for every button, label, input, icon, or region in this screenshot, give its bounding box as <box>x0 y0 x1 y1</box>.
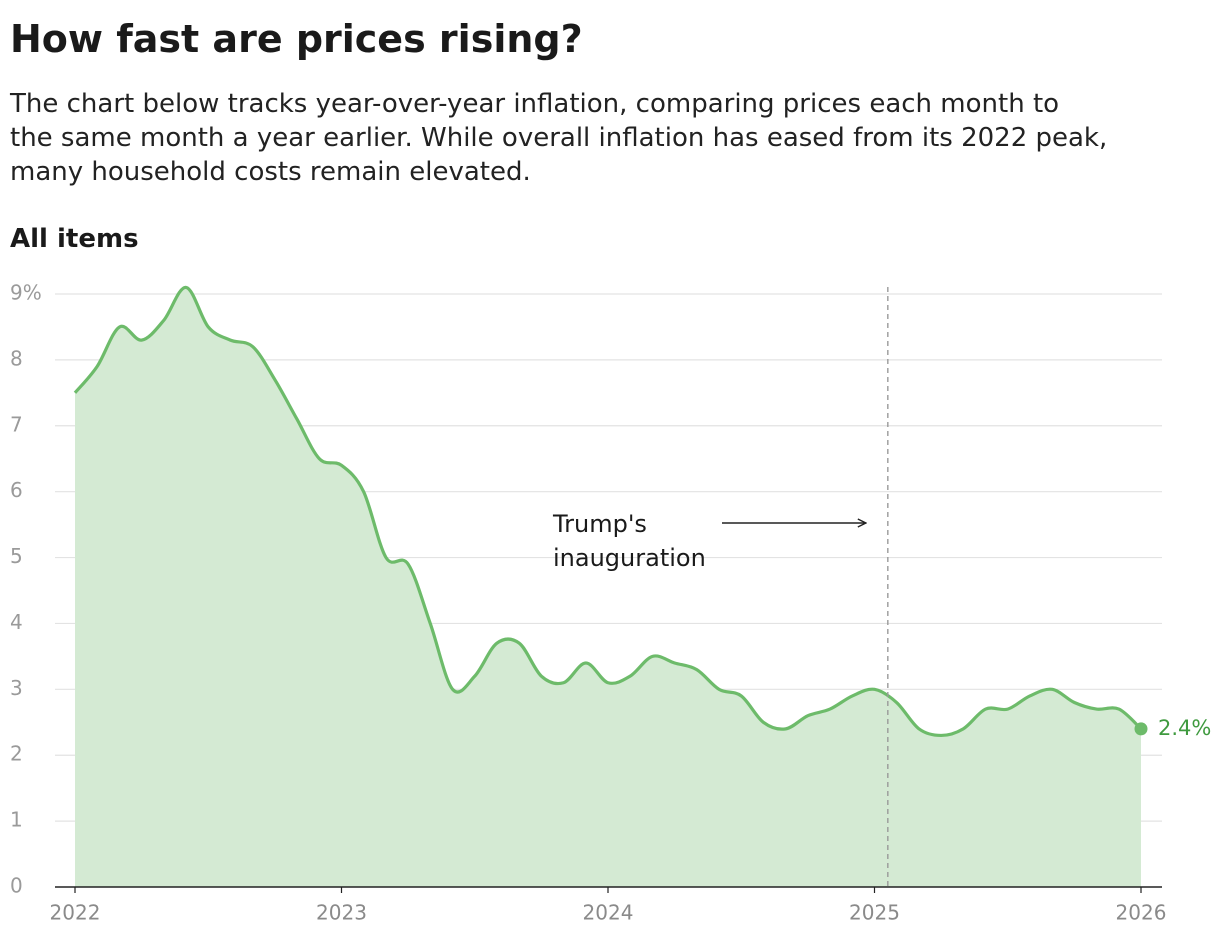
chart-heading: All items <box>10 224 139 254</box>
y-tick-label: 7 <box>10 412 23 436</box>
y-tick-label: 4 <box>10 610 23 634</box>
x-tick-label: 2024 <box>583 901 634 925</box>
y-tick-label: 2 <box>10 742 23 766</box>
y-tick-label: 9% <box>10 281 42 305</box>
x-tick-label: 2023 <box>316 901 367 925</box>
y-tick-label: 8 <box>10 346 23 370</box>
value-label: 2.4% <box>1158 716 1211 740</box>
y-tick-label: 6 <box>10 478 23 502</box>
y-tick-label: 3 <box>10 676 23 700</box>
y-tick-label: 0 <box>10 874 23 898</box>
chart-title: How fast are prices rising? <box>10 17 583 61</box>
subtitle-line: the same month a year earlier. While ove… <box>10 123 1107 153</box>
y-tick-label: 1 <box>10 808 23 832</box>
end-dot <box>1134 722 1148 736</box>
subtitle-line: The chart below tracks year-over-year in… <box>9 89 1059 119</box>
x-tick-label: 2026 <box>1116 901 1167 925</box>
annotation-text: Trump's <box>552 510 647 538</box>
annotation-text: inauguration <box>553 544 706 572</box>
x-tick-label: 2025 <box>849 901 900 925</box>
area <box>75 287 1141 887</box>
line <box>73 285 1143 738</box>
y-tick-label: 5 <box>10 544 23 568</box>
subtitle-line: many household costs remain elevated. <box>10 157 531 187</box>
x-tick-label: 2022 <box>50 901 101 925</box>
